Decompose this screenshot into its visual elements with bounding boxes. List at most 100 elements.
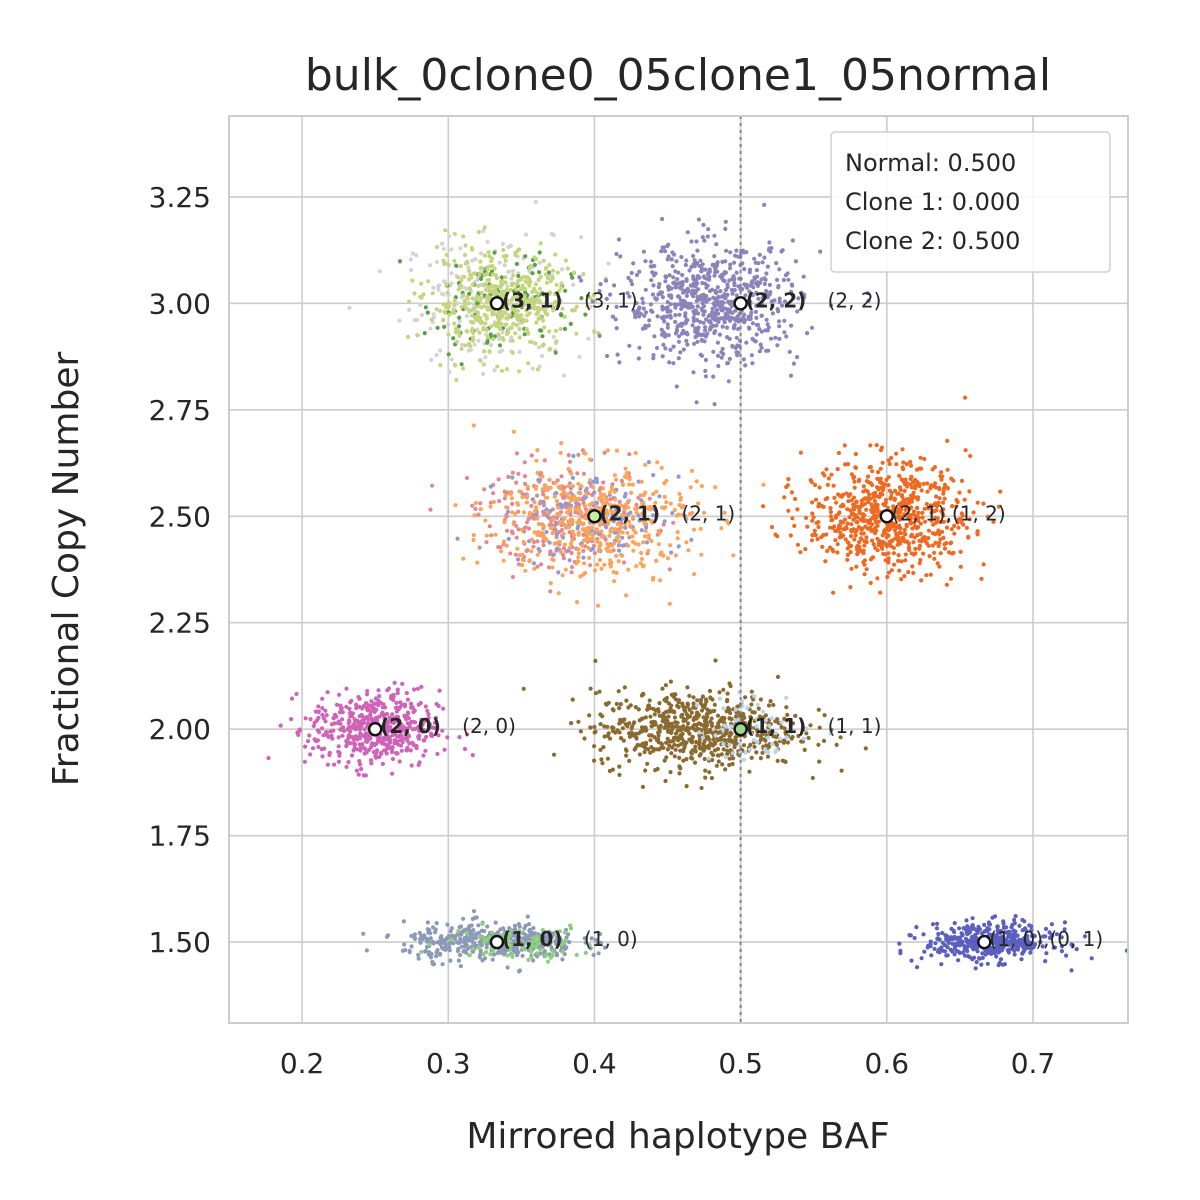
data-point [427,942,432,947]
data-point [630,282,635,287]
data-point [722,723,727,728]
data-point [606,521,611,527]
data-point [956,525,961,530]
data-point [600,486,606,491]
data-point [551,268,556,273]
data-point [929,518,934,523]
data-point [511,938,517,943]
data-point [724,325,730,330]
data-point [491,491,496,496]
data-point [500,330,505,335]
data-point [904,462,909,467]
data-point [909,485,914,490]
data-point [678,350,683,355]
data-points [266,199,1129,974]
data-point [649,745,654,750]
data-point [842,443,847,448]
data-point [801,274,806,279]
data-point [390,771,395,776]
data-point [470,338,475,343]
data-point [337,753,342,758]
data-point [629,726,634,731]
data-point [677,755,682,761]
data-point [827,545,833,550]
data-point [639,550,644,556]
data-point [624,748,629,753]
data-point [504,331,510,336]
data-point [428,326,433,331]
data-point [541,492,546,497]
data-point [981,501,986,506]
data-point [635,309,640,314]
data-point [428,955,434,960]
data-point [599,566,604,571]
data-point [622,685,627,690]
data-point [851,527,856,532]
data-point [336,759,341,764]
data-point [750,293,755,298]
data-point [553,252,558,257]
data-point [725,307,730,312]
data-point [266,755,271,761]
data-point [686,548,691,553]
data-point [305,739,311,744]
data-point [476,283,481,288]
data-point [660,686,665,691]
data-point [749,353,755,358]
data-point [673,747,678,752]
data-point [718,737,724,742]
data-point [656,740,661,745]
data-point [523,301,529,306]
data-point [387,740,393,745]
data-point [689,750,694,755]
data-point [930,503,935,508]
data-point [926,506,931,511]
data-point [347,706,352,712]
data-point [881,484,886,490]
data-point [505,509,511,514]
data-point [664,755,669,760]
data-point [1062,927,1067,932]
data-point [588,296,593,301]
data-point [289,696,295,701]
data-point [466,348,471,353]
data-point [871,542,876,547]
data-point [526,957,531,963]
data-point [742,282,747,287]
data-point [534,493,540,498]
data-point [879,445,885,450]
data-point [778,736,783,741]
data-point [558,486,563,491]
data-point [519,527,525,532]
data-point [683,314,688,319]
data-point [325,733,330,738]
data-point [485,296,490,301]
data-point [529,949,534,954]
data-point [758,756,764,761]
data-point [552,300,558,305]
data-point [410,278,415,283]
data-point [570,697,575,702]
data-point [412,932,417,937]
data-point [595,941,600,946]
data-point [643,728,649,733]
data-point [553,350,558,355]
data-point [755,740,760,745]
data-point [536,277,541,283]
data-point [639,479,644,484]
data-point [451,941,456,946]
data-point [392,741,397,746]
data-point [471,537,476,543]
data-point [690,323,695,328]
data-point [485,340,490,345]
data-point [675,720,680,725]
data-point [610,767,616,772]
data-point [553,480,558,485]
data-point [620,482,626,488]
data-point [715,746,721,752]
data-point [902,512,907,517]
data-point [495,364,500,369]
data-point [583,940,588,945]
data-point [695,339,700,344]
data-point [909,496,915,501]
